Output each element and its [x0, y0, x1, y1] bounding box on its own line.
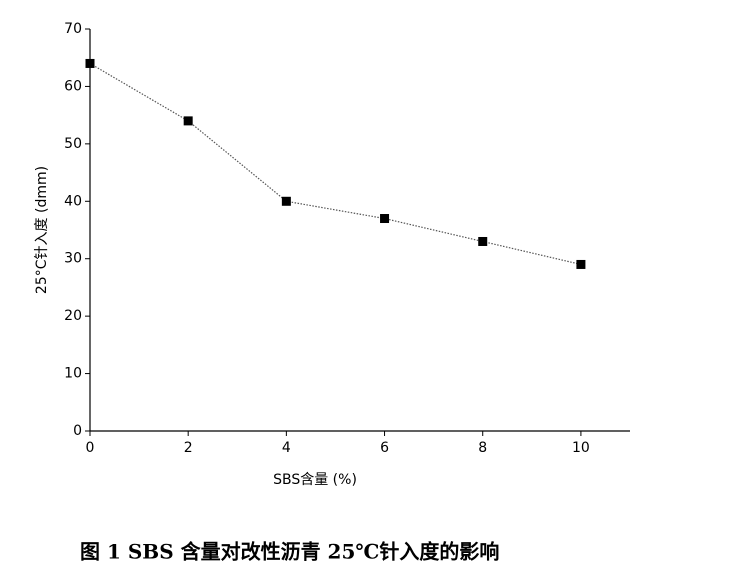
- marker: [183, 116, 193, 126]
- y-tick-label: 20: [64, 308, 82, 324]
- x-tick-label: 10: [572, 440, 590, 456]
- marker: [85, 58, 95, 68]
- x-tick-label: 6: [380, 440, 389, 456]
- y-axis-label: 25°C针入度 (dmm): [34, 166, 50, 294]
- y-tick-label: 30: [64, 251, 82, 267]
- x-tick-label: 4: [282, 440, 291, 456]
- y-tick-label: 60: [64, 78, 82, 94]
- y-tick-label: 40: [64, 193, 82, 209]
- y-tick-label: 0: [73, 423, 82, 439]
- x-tick-label: 0: [86, 440, 95, 456]
- y-tick-label: 70: [64, 21, 82, 37]
- x-tick-label: 8: [478, 440, 487, 456]
- y-tick-label: 50: [64, 136, 82, 152]
- marker: [281, 196, 291, 206]
- marker: [576, 259, 586, 269]
- figure-caption: 图 1 SBS 含量对改性沥青 25℃针入度的影响: [80, 540, 499, 564]
- x-axis-label: SBS含量 (%): [273, 472, 357, 488]
- marker: [478, 236, 488, 246]
- marker: [380, 214, 390, 224]
- x-tick-label: 2: [184, 440, 193, 456]
- series-line: [89, 62, 582, 266]
- y-tick-label: 10: [64, 366, 82, 382]
